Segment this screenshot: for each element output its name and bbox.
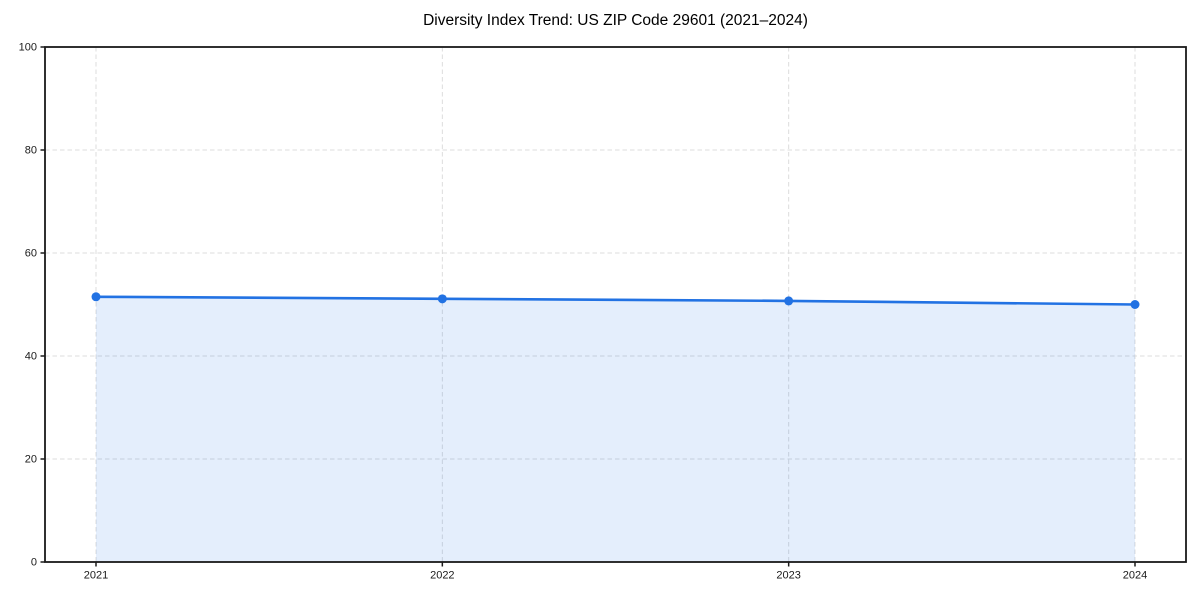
y-tick-label: 100 bbox=[19, 42, 37, 54]
trend-line bbox=[94, 295, 1137, 306]
y-tick-label: 60 bbox=[25, 248, 37, 260]
data-points bbox=[91, 292, 1140, 309]
data-point bbox=[91, 292, 101, 302]
data-point bbox=[1130, 300, 1140, 309]
x-tick-label: 2021 bbox=[84, 570, 108, 582]
x-tick-label: 2023 bbox=[776, 570, 800, 582]
plot-border bbox=[44, 46, 1187, 563]
chart-title: Diversity Index Trend: US ZIP Code 29601… bbox=[423, 12, 808, 29]
y-tick-label: 80 bbox=[25, 145, 37, 157]
y-tick-label: 40 bbox=[25, 351, 37, 363]
data-point bbox=[437, 294, 447, 304]
data-point bbox=[784, 296, 794, 306]
y-tick-label: 0 bbox=[31, 557, 37, 569]
x-tick-label: 2022 bbox=[430, 570, 454, 582]
y-tick-label: 20 bbox=[25, 454, 37, 466]
x-tick-label: 2024 bbox=[1123, 570, 1147, 582]
area-fill bbox=[96, 296, 1135, 562]
y-axis: 0 20 40 60 80 100 bbox=[19, 42, 45, 569]
x-axis: 2021 2022 2023 2024 bbox=[84, 562, 1147, 582]
